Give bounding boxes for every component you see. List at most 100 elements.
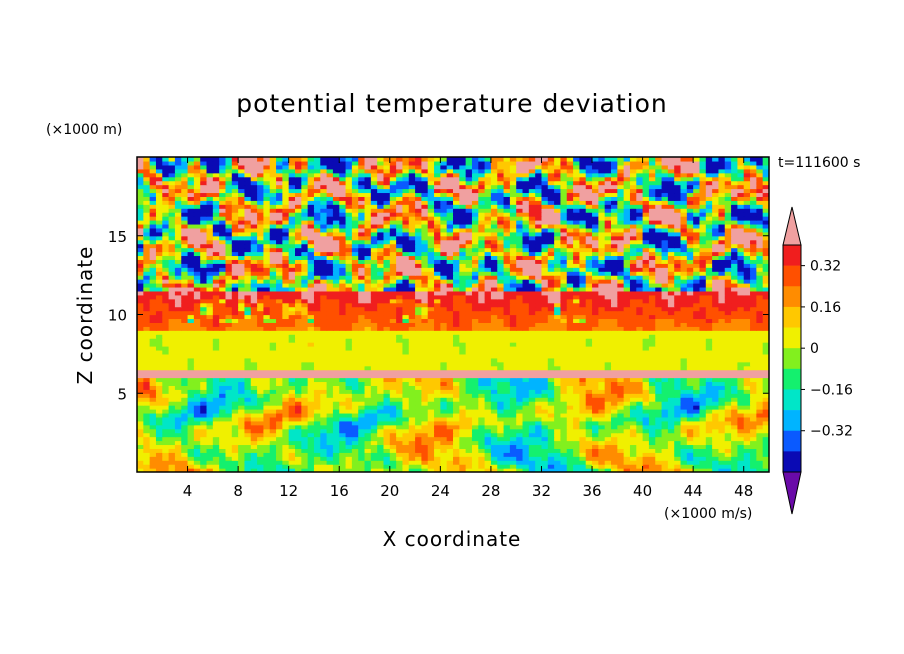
contour-cell <box>288 444 296 449</box>
contour-cell <box>655 314 663 320</box>
contour-cell <box>427 393 435 398</box>
contour-cell <box>509 424 517 430</box>
contour-cell <box>636 405 644 410</box>
contour-cell <box>269 464 277 469</box>
contour-cell <box>408 416 416 422</box>
contour-cell <box>516 412 524 418</box>
contour-cell <box>421 338 429 343</box>
contour-cell <box>743 385 751 390</box>
contour-cell <box>535 373 543 379</box>
contour-cell <box>446 420 454 426</box>
contour-cell <box>522 369 530 375</box>
contour-cell <box>358 326 366 331</box>
contour-cell <box>712 468 720 472</box>
contour-cell <box>440 436 448 442</box>
contour-cell <box>332 314 340 320</box>
contour-cell <box>762 412 769 418</box>
contour-cell <box>535 298 543 304</box>
contour-cell <box>440 369 448 375</box>
contour-cell <box>187 412 195 418</box>
contour-cell <box>509 310 517 316</box>
contour-cell <box>661 409 669 414</box>
contour-cell <box>547 381 555 386</box>
contour-cell <box>250 346 258 351</box>
contour-cell <box>396 314 404 320</box>
contour-cell <box>370 377 378 383</box>
contour-cell <box>680 381 688 386</box>
contour-cell <box>724 326 732 331</box>
contour-cell <box>408 290 416 296</box>
contour-cell <box>465 464 473 469</box>
contour-cell <box>421 373 429 379</box>
contour-cell <box>269 314 277 320</box>
contour-cell <box>250 424 258 430</box>
contour-cell <box>155 456 163 461</box>
contour-cell <box>174 440 182 446</box>
contour-cell <box>629 420 637 426</box>
contour-cell <box>585 346 593 351</box>
contour-cell <box>712 346 720 351</box>
contour-cell <box>705 314 713 320</box>
contour-cell <box>155 377 163 383</box>
contour-cell <box>623 452 631 457</box>
contour-cell <box>427 290 435 296</box>
contour-cell <box>187 275 195 280</box>
contour-cell <box>187 424 195 430</box>
contour-cell <box>427 306 435 312</box>
contour-cell <box>509 412 517 418</box>
contour-cell <box>484 334 492 339</box>
contour-cell <box>762 424 769 430</box>
contour-cell <box>351 381 359 386</box>
contour-cell <box>712 389 720 394</box>
contour-cell <box>724 381 732 386</box>
contour-cell <box>434 373 441 379</box>
contour-cell <box>320 428 328 434</box>
contour-cell <box>301 448 309 453</box>
contour-cell <box>617 369 625 375</box>
contour-cell <box>465 444 473 449</box>
contour-cell <box>598 416 606 422</box>
contour-cell <box>497 397 505 402</box>
contour-cell <box>434 420 441 426</box>
contour-cell <box>137 275 144 280</box>
contour-cell <box>263 436 271 442</box>
contour-cell <box>402 405 410 410</box>
contour-cell <box>453 326 460 331</box>
contour-cell <box>655 275 663 280</box>
contour-cell <box>566 373 574 379</box>
contour-cell <box>617 306 625 312</box>
contour-cell <box>238 385 246 390</box>
contour-cell <box>560 440 568 446</box>
contour-cell <box>667 338 675 343</box>
contour-cell <box>250 298 258 304</box>
contour-cell <box>231 381 239 386</box>
contour-cell <box>737 460 745 465</box>
contour-cell <box>219 322 227 327</box>
contour-cell <box>282 290 290 296</box>
contour-cell <box>611 306 618 312</box>
contour-cell <box>193 369 201 375</box>
contour-cell <box>554 334 562 339</box>
contour-cell <box>332 412 340 418</box>
contour-cell <box>307 275 315 280</box>
contour-cell <box>705 381 713 386</box>
contour-cell <box>225 460 233 465</box>
contour-cell <box>547 342 555 347</box>
contour-cell <box>623 373 631 379</box>
contour-cell <box>459 416 467 422</box>
contour-cell <box>377 346 385 351</box>
contour-cell <box>288 346 296 351</box>
contour-cell <box>541 330 549 335</box>
contour-cell <box>554 365 562 371</box>
contour-cell <box>231 279 239 284</box>
contour-cell <box>345 357 353 363</box>
contour-cell <box>655 412 663 418</box>
contour-cell <box>459 361 467 367</box>
contour-cell <box>667 452 675 457</box>
contour-cell <box>187 346 195 351</box>
contour-cell <box>724 401 732 406</box>
contour-cell <box>648 286 656 292</box>
contour-cell <box>332 468 340 472</box>
contour-cell <box>598 286 606 292</box>
contour-cell <box>484 381 492 386</box>
